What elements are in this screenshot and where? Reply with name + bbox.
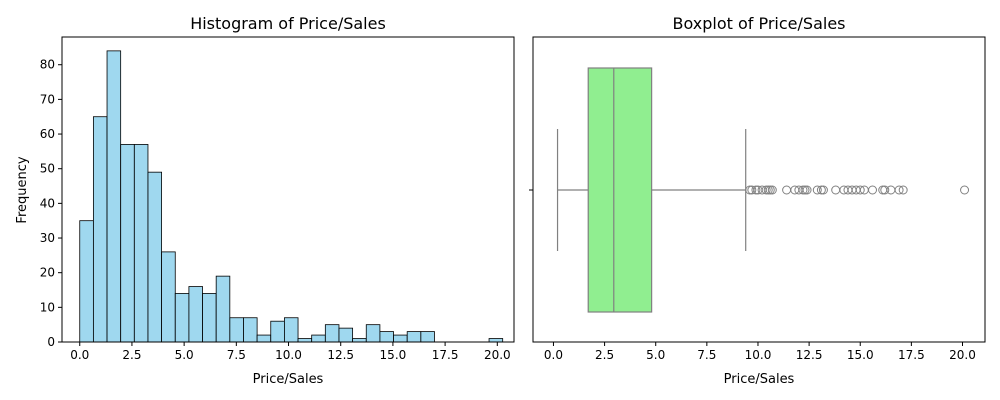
boxplot-outlier xyxy=(800,185,810,195)
histogram-bar xyxy=(133,144,149,343)
boxplot-outlier xyxy=(812,185,822,195)
boxplot-x-ticks: 0.0 2.5 5.0 7.5 10.0 12.5 15.0 17.5 20.0 xyxy=(544,342,976,362)
boxplot-x-tick-label: 17.5 xyxy=(898,348,925,362)
boxplot-outlier xyxy=(831,185,841,195)
histogram-bar xyxy=(311,334,326,343)
histogram-bar xyxy=(202,293,217,343)
histogram-bar xyxy=(243,317,258,343)
boxplot-box xyxy=(587,67,653,313)
histogram-bar xyxy=(256,334,272,343)
histogram-y-axis-label: Frequency xyxy=(15,156,30,223)
histogram-bar xyxy=(283,317,299,343)
histogram-x-tick-label: 10.0 xyxy=(275,348,302,362)
histogram-y-tick-label: 40 xyxy=(40,196,55,210)
boxplot-outlier xyxy=(818,185,828,195)
histogram-bar xyxy=(420,331,435,343)
histogram-bar xyxy=(406,331,422,343)
boxplot-x-tick-label: 7.5 xyxy=(697,348,716,362)
histogram-bar xyxy=(161,251,176,343)
boxplot-x-axis-label: Price/Sales xyxy=(724,372,795,387)
histogram-bar xyxy=(352,338,367,343)
boxplot-outlier xyxy=(894,185,904,195)
boxplot-x-tick-label: 10.0 xyxy=(745,348,772,362)
boxplot-outlier xyxy=(855,185,865,195)
boxplot-outlier xyxy=(767,185,777,195)
boxplot-outlier xyxy=(960,185,970,195)
boxplot-outlier xyxy=(747,185,757,195)
histogram-x-tick-label: 12.5 xyxy=(327,348,354,362)
boxplot-outlier xyxy=(878,185,888,195)
histogram-x-ticks: 0.0 2.5 5.0 7.5 10.0 12.5 15.0 17.5 20.0 xyxy=(70,342,511,362)
histogram-bar xyxy=(92,116,108,343)
histogram-bar xyxy=(393,334,408,343)
boxplot-plot-frame xyxy=(532,36,986,343)
histogram-title: Histogram of Price/Sales xyxy=(190,14,386,33)
histogram-y-tick-label: 60 xyxy=(40,127,55,141)
boxplot-elements xyxy=(556,67,970,313)
histogram-x-tick-label: 7.5 xyxy=(227,348,246,362)
histogram-bar xyxy=(324,324,340,343)
histogram-y-tick-label: 20 xyxy=(40,266,55,280)
histogram-bar xyxy=(147,171,163,343)
boxplot-panel: Boxplot of Price/Sales 0.0 2.5 5.0 7.5 10.0 1… xyxy=(529,14,986,387)
histogram-bar xyxy=(229,317,244,343)
histogram-y-ticks: 0 10 20 30 40 50 60 70 80 xyxy=(40,58,62,349)
histogram-bar xyxy=(338,327,354,343)
boxplot-outlier xyxy=(880,185,890,195)
histogram-y-tick-label: 10 xyxy=(40,300,55,314)
histogram-panel: Histogram of Price/Sales 0.0 2.5 5.0 7.5 10.… xyxy=(15,14,515,387)
histogram-bar xyxy=(365,324,381,343)
histogram-x-tick-label: 0.0 xyxy=(70,348,89,362)
histogram-bar xyxy=(270,320,285,343)
boxplot-outlier xyxy=(886,185,896,195)
boxplot-outlier xyxy=(898,185,908,195)
boxplot-x-tick-label: 0.0 xyxy=(544,348,563,362)
histogram-y-tick-label: 80 xyxy=(40,58,55,72)
histogram-x-tick-label: 17.5 xyxy=(432,348,459,362)
boxplot-title: Boxplot of Price/Sales xyxy=(672,14,845,33)
histogram-bars xyxy=(79,50,504,343)
boxplot-outlier xyxy=(782,185,792,195)
histogram-bar xyxy=(106,50,122,343)
histogram-x-tick-label: 20.0 xyxy=(484,348,511,362)
histogram-bar xyxy=(120,144,135,343)
boxplot-x-tick-label: 15.0 xyxy=(847,348,874,362)
histogram-x-tick-label: 15.0 xyxy=(380,348,407,362)
histogram-bar xyxy=(379,331,394,343)
boxplot-x-tick-label: 12.5 xyxy=(796,348,823,362)
histogram-bar xyxy=(174,293,190,343)
histogram-plot-frame xyxy=(61,36,515,343)
boxplot-x-tick-label: 5.0 xyxy=(646,348,665,362)
histogram-bar xyxy=(188,286,203,343)
histogram-bar xyxy=(79,220,94,343)
histogram-bar xyxy=(215,275,231,343)
histogram-y-tick-label: 30 xyxy=(40,231,55,245)
boxplot-outlier xyxy=(802,185,812,195)
boxplot-x-tick-label: 20.0 xyxy=(949,348,976,362)
histogram-x-tick-label: 5.0 xyxy=(175,348,194,362)
boxplot-x-tick-label: 2.5 xyxy=(595,348,614,362)
histogram-bar xyxy=(297,338,313,343)
boxplot-outlier xyxy=(868,185,878,195)
histogram-x-tick-label: 2.5 xyxy=(122,348,141,362)
histogram-bar xyxy=(488,338,504,343)
histogram-y-tick-label: 70 xyxy=(40,92,55,106)
histogram-y-tick-label: 50 xyxy=(40,162,55,176)
histogram-x-axis-label: Price/Sales xyxy=(253,372,324,387)
histogram-y-tick-label: 0 xyxy=(47,335,55,349)
